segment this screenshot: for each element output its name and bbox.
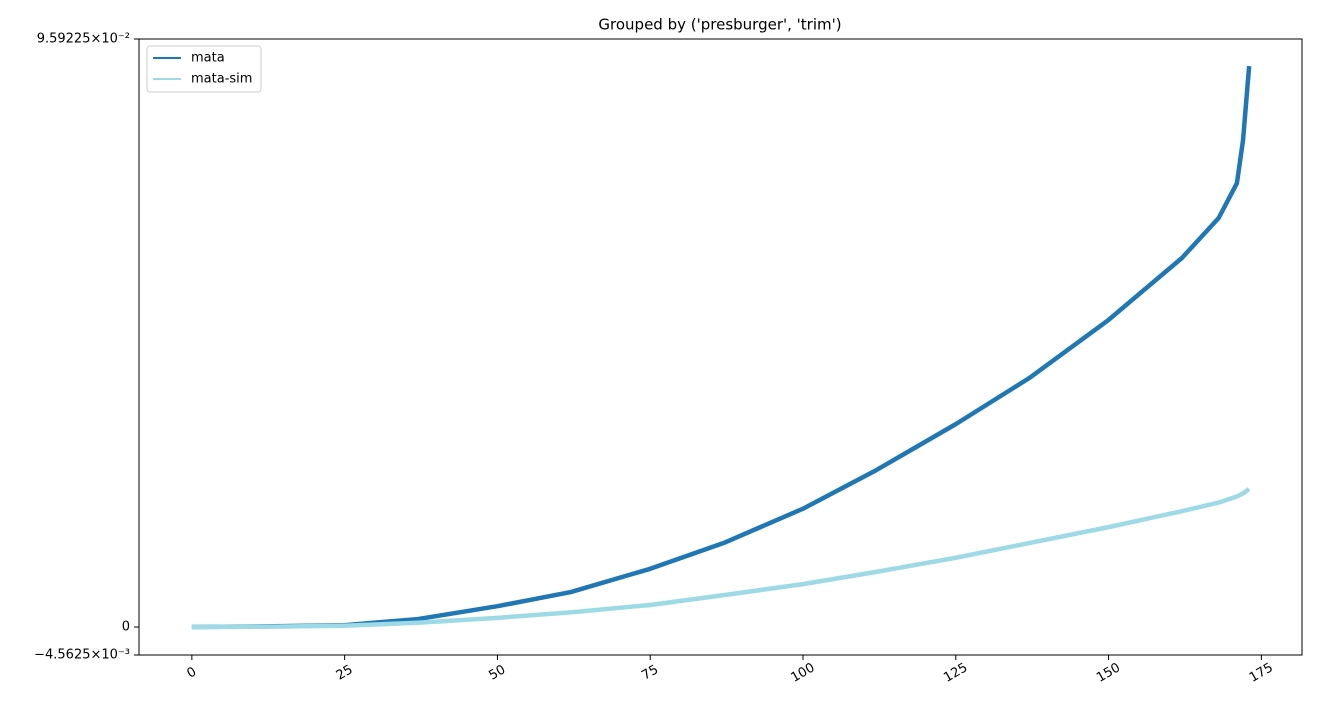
legend-label: mata <box>191 51 225 66</box>
legend-label: mata-sim <box>191 72 252 87</box>
y-tick-label: −4.5625×10⁻³ <box>34 648 130 663</box>
plot-frame <box>138 38 1303 656</box>
y-tick-label: 0 <box>122 620 130 635</box>
chart-title: Grouped by ('presburger', 'trim') <box>598 16 841 34</box>
x-tick-label: 25 <box>334 662 356 683</box>
x-tick-label: 75 <box>639 662 661 683</box>
y-tick-label: 9.59225×10⁻² <box>37 32 130 47</box>
line-series <box>191 65 1252 630</box>
line-series <box>191 487 1251 630</box>
x-tick-label: 50 <box>487 662 509 683</box>
